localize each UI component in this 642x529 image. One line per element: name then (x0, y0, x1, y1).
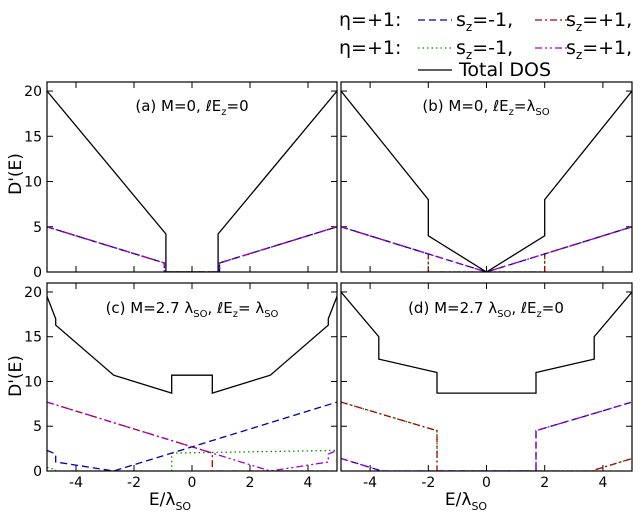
series-line (341, 226, 632, 272)
panel-title: (b) M=0, ℓEz=λSO (422, 97, 549, 118)
series-line (341, 401, 632, 471)
series-line (47, 401, 337, 471)
series-line (341, 401, 632, 471)
series-line (47, 226, 337, 272)
panel: -4 -2 0 2 4 (d) M=2.7 λSO, ℓEz=0 (340, 282, 633, 491)
series-line (341, 226, 632, 272)
series-line (341, 291, 632, 394)
series-line (47, 401, 337, 471)
y-tick-label: 0 (33, 265, 42, 281)
y-tick-label: 15 (24, 330, 42, 346)
panel-title: (c) M=2.7 λSO, ℓEz= λSO (106, 299, 279, 320)
panel: 0 5 10 15 20 (a) M=0, ℓEz=0 (24, 81, 338, 281)
y-tick-label: 15 (24, 129, 42, 145)
legend-total-label: Total DOS (458, 59, 551, 81)
y-tick-label: 5 (33, 419, 42, 435)
x-axis-label-left: E/λSO (149, 490, 192, 513)
y-axis-label-top: D'(E) (6, 153, 26, 195)
legend-entry-label: sz=-1, (456, 9, 513, 34)
x-axis-label-right: E/λSO (445, 490, 488, 513)
series-line (341, 90, 632, 272)
legend-eta-label: η=+1: (339, 9, 401, 31)
panel-frame (340, 81, 633, 273)
y-tick-label: 10 (24, 374, 42, 390)
panel-frame (46, 81, 338, 273)
x-tick-label: 0 (482, 475, 491, 491)
x-tick-label: 2 (246, 475, 255, 491)
y-tick-label: 20 (24, 84, 42, 100)
series-line (47, 296, 337, 394)
panel-title: (d) M=2.7 λSO, ℓEz=0 (408, 299, 564, 320)
panel-frame (46, 282, 338, 472)
x-tick-label: -2 (127, 475, 141, 491)
x-tick-label: 0 (188, 475, 197, 491)
series-line (47, 226, 337, 272)
legend-eta-label: η=+1: (339, 37, 401, 59)
panel-title: (a) M=0, ℓEz=0 (135, 97, 248, 118)
series-line (341, 401, 632, 471)
legend-entry-label: sz=-1, (456, 37, 513, 62)
x-tick-label: -4 (363, 475, 377, 491)
x-tick-label: 4 (304, 475, 313, 491)
panel-frame (340, 282, 633, 472)
series-line (47, 401, 337, 471)
series-line (341, 226, 632, 272)
panel: -4 -2 0 2 4 0 5 10 15 20 (c) M=2.7 λSO, ℓEz= λSO (24, 282, 338, 491)
x-tick-label: 2 (540, 475, 549, 491)
legend-entry-label: sz=+1, (566, 37, 632, 62)
panel: (b) M=0, ℓEz=λSO (340, 81, 633, 273)
legend: η=+1: sz=-1, sz=+1, η=+1: sz=-1, sz=+1, Total … (339, 9, 632, 81)
series-line (47, 90, 337, 272)
series-line (47, 226, 337, 272)
legend-entry-label: sz=+1, (566, 9, 632, 34)
series-line (47, 226, 337, 272)
y-tick-label: 20 (24, 285, 42, 301)
y-axis-label-bottom: D'(E) (6, 355, 26, 397)
y-tick-label: 10 (24, 175, 42, 191)
series-line (341, 226, 632, 272)
x-tick-label: 4 (598, 475, 607, 491)
x-tick-label: -4 (69, 475, 83, 491)
y-tick-label: 5 (33, 220, 42, 236)
series-line (47, 449, 337, 471)
series-line (341, 401, 632, 471)
y-tick-label: 0 (33, 464, 42, 480)
x-tick-label: -2 (421, 475, 435, 491)
